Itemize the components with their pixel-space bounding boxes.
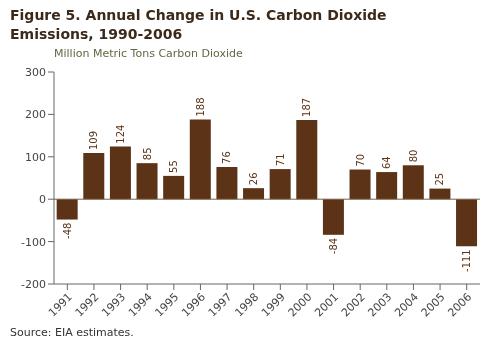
svg-text:188: 188 [195,97,206,116]
svg-text:-111: -111 [461,249,472,272]
svg-text:1994: 1994 [126,290,155,319]
svg-text:200: 200 [25,108,46,121]
svg-text:2000: 2000 [286,290,315,319]
svg-text:76: 76 [221,151,232,164]
svg-text:1993: 1993 [99,290,128,319]
svg-text:1999: 1999 [259,290,288,319]
svg-text:2002: 2002 [339,290,368,319]
svg-text:25: 25 [434,173,445,186]
svg-text:64: 64 [381,156,392,169]
html-text:Million Metric Tons Carbon Dio: Million Metric Tons Carbon Dioxide [54,47,243,60]
svg-text:100: 100 [25,151,46,164]
svg-text:71: 71 [275,153,286,166]
svg-text:1998: 1998 [232,290,261,319]
svg-text:124: 124 [115,125,126,144]
svg-text:80: 80 [408,150,419,163]
svg-text:2003: 2003 [365,290,394,319]
svg-text:-100: -100 [21,236,46,249]
html-text:Source: EIA estimates.: Source: EIA estimates. [10,326,134,339]
svg-text:1997: 1997 [206,290,235,319]
svg-text:2005: 2005 [419,290,448,319]
svg-text:55: 55 [168,160,179,173]
html-text:Figure 5. Annual Change in U.S: Figure 5. Annual Change in U.S. Carbon D… [10,7,387,23]
svg-text:1995: 1995 [152,290,181,319]
svg-text:85: 85 [142,147,153,160]
svg-text:109: 109 [88,131,99,150]
svg-text:-84: -84 [328,238,339,254]
svg-text:26: 26 [248,172,259,185]
svg-text:1992: 1992 [73,290,102,319]
svg-text:300: 300 [25,66,46,79]
svg-text:1996: 1996 [179,290,208,319]
svg-text:1991: 1991 [46,290,75,319]
svg-text:0: 0 [39,193,46,206]
svg-text:2006: 2006 [445,290,474,319]
svg-text:187: 187 [301,98,312,117]
svg-text:2001: 2001 [312,290,341,319]
svg-text:-200: -200 [21,278,46,291]
svg-text:2004: 2004 [392,290,421,319]
svg-text:70: 70 [355,154,366,167]
svg-text:-48: -48 [62,223,73,239]
html-text:Emissions, 1990-2006: Emissions, 1990-2006 [10,26,183,42]
